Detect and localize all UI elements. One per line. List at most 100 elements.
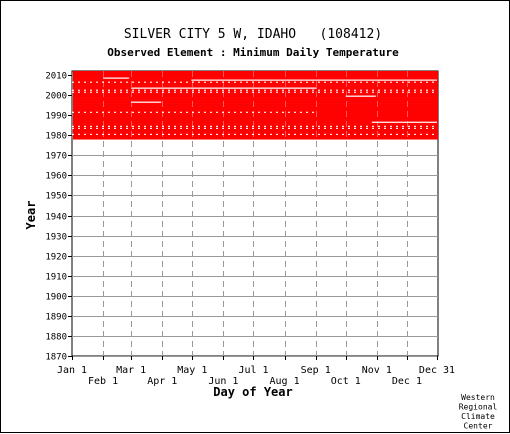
missing-mark [162, 91, 164, 93]
missing-mark [366, 133, 368, 135]
missing-mark [264, 125, 266, 127]
y-tick-label: 2000 [45, 92, 67, 102]
missing-mark [198, 133, 200, 135]
x-tick-label: Jul 1 [238, 365, 268, 376]
missing-mark [372, 91, 374, 93]
missing-mark [180, 89, 182, 91]
missing-mark [174, 125, 176, 127]
missing-mark [234, 89, 236, 91]
missing-mark [288, 91, 290, 93]
missing-mark [132, 81, 134, 83]
missing-mark [240, 127, 242, 129]
missing-mark [150, 89, 152, 91]
x-tick-label: Jan 1 [57, 365, 87, 376]
missing-mark [276, 133, 278, 135]
missing-mark [252, 125, 254, 127]
y-tick-label: 1970 [45, 152, 67, 162]
data-row [73, 115, 438, 118]
missing-mark [426, 89, 428, 91]
missing-mark [426, 133, 428, 135]
missing-mark [348, 125, 350, 127]
data-row [73, 119, 438, 122]
missing-mark [191, 79, 437, 81]
missing-mark [216, 127, 218, 129]
missing-mark [204, 111, 206, 113]
missing-mark [72, 111, 74, 113]
credit-line: Climate [461, 412, 495, 421]
missing-mark [294, 111, 296, 113]
missing-mark [396, 89, 398, 91]
missing-mark [432, 125, 434, 127]
missing-mark [72, 133, 74, 135]
missing-mark [384, 91, 386, 93]
data-row [73, 75, 438, 78]
missing-mark [426, 127, 428, 129]
missing-mark [132, 127, 134, 129]
missing-mark [246, 91, 248, 93]
data-row [73, 131, 438, 134]
missing-mark [174, 81, 176, 83]
missing-mark [324, 127, 326, 129]
missing-mark [312, 133, 314, 135]
missing-mark [282, 111, 284, 113]
missing-mark [294, 91, 296, 93]
missing-mark [222, 127, 224, 129]
missing-mark [432, 91, 434, 93]
missing-mark [72, 81, 74, 83]
missing-mark [192, 89, 194, 91]
missing-mark [372, 81, 374, 83]
missing-mark [168, 127, 170, 129]
missing-mark [360, 91, 362, 93]
missing-mark [144, 127, 146, 129]
x-tick-label: Apr 1 [147, 376, 177, 387]
data-row [73, 73, 438, 76]
missing-mark [258, 89, 260, 91]
missing-mark [186, 91, 188, 93]
missing-mark [84, 127, 86, 129]
missing-mark [114, 111, 116, 113]
y-tick-label: 1910 [45, 273, 67, 283]
missing-mark [276, 125, 278, 127]
missing-mark [300, 125, 302, 127]
missing-mark [103, 77, 130, 79]
missing-mark [216, 89, 218, 91]
missing-mark [294, 133, 296, 135]
data-row [73, 117, 438, 120]
data-row [73, 111, 438, 114]
missing-mark [216, 91, 218, 93]
data-row [73, 99, 438, 102]
missing-mark [312, 91, 314, 93]
missing-mark [294, 127, 296, 129]
missing-mark [234, 133, 236, 135]
missing-mark [108, 91, 110, 93]
missing-mark [96, 81, 98, 83]
missing-mark [240, 111, 242, 113]
missing-mark [204, 127, 206, 129]
missing-mark [348, 133, 350, 135]
missing-mark [246, 133, 248, 135]
missing-mark [180, 127, 182, 129]
missing-mark [246, 127, 248, 129]
missing-mark [192, 111, 194, 113]
missing-mark [132, 111, 134, 113]
missing-mark [270, 125, 272, 127]
missing-mark [312, 125, 314, 127]
missing-mark [432, 133, 434, 135]
missing-mark [348, 127, 350, 129]
x-tick-label: Sep 1 [301, 365, 331, 376]
missing-mark [390, 89, 392, 91]
missing-mark [306, 91, 308, 93]
missing-mark [390, 133, 392, 135]
missing-mark [264, 91, 266, 93]
missing-mark [198, 111, 200, 113]
missing-mark [270, 91, 272, 93]
missing-mark [378, 133, 380, 135]
y-tick-label: 1880 [45, 333, 67, 343]
x-tick-label: Nov 1 [362, 365, 392, 376]
missing-mark [294, 89, 296, 91]
missing-mark [144, 133, 146, 135]
missing-mark [366, 89, 368, 91]
x-tick-label: May 1 [177, 365, 207, 376]
missing-mark [402, 89, 404, 91]
missing-mark [366, 91, 368, 93]
